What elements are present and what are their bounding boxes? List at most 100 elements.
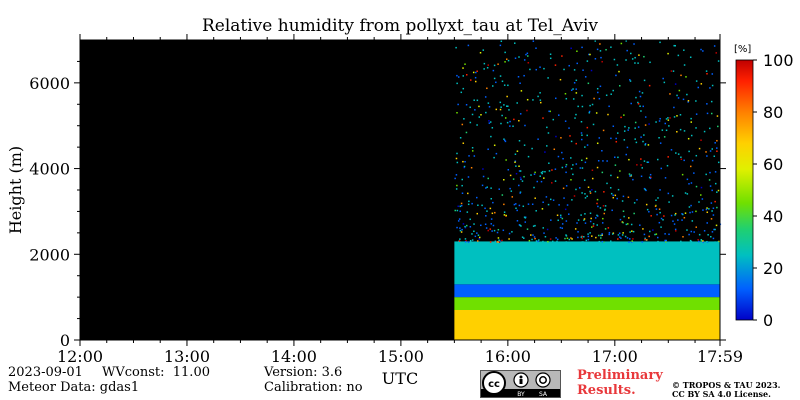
rh-scatter-point bbox=[519, 170, 522, 172]
rh-scatter-point bbox=[462, 87, 465, 90]
rh-scatter-point bbox=[491, 230, 493, 232]
rh-scatter-point bbox=[569, 135, 571, 137]
rh-scatter-point bbox=[695, 154, 698, 157]
rh-scatter-point bbox=[514, 57, 517, 59]
rh-scatter-point bbox=[695, 100, 697, 102]
rh-scatter-point bbox=[601, 234, 604, 236]
rh-scatter-point bbox=[505, 214, 507, 217]
rh-scatter-point bbox=[502, 229, 505, 232]
rh-scatter-point bbox=[708, 179, 711, 181]
rh-scatter-point bbox=[584, 146, 586, 148]
rh-scatter-point bbox=[477, 204, 479, 207]
rh-scatter-point bbox=[687, 137, 690, 140]
rh-scatter-point bbox=[463, 165, 466, 168]
rh-scatter-point bbox=[485, 187, 487, 189]
rh-scatter-point bbox=[487, 177, 489, 180]
rh-scatter-point bbox=[686, 93, 688, 96]
rh-scatter-point bbox=[583, 236, 585, 238]
rh-scatter-point bbox=[589, 104, 591, 107]
rh-scatter-point bbox=[702, 50, 704, 52]
rh-layer bbox=[454, 241, 720, 285]
rh-scatter-point bbox=[584, 197, 587, 199]
rh-scatter-point bbox=[602, 129, 605, 132]
rh-scatter-point bbox=[634, 127, 636, 129]
rh-scatter-point bbox=[655, 208, 658, 210]
rh-scatter-point bbox=[618, 232, 621, 235]
rh-scatter-point bbox=[588, 111, 591, 114]
rh-scatter-point bbox=[637, 62, 639, 64]
rh-scatter-point bbox=[457, 220, 460, 222]
rh-scatter-point bbox=[495, 81, 497, 84]
rh-scatter-point bbox=[601, 60, 603, 63]
rh-scatter-point bbox=[598, 234, 600, 237]
by-text: BY bbox=[517, 391, 525, 397]
rh-scatter-point bbox=[501, 239, 503, 242]
rh-scatter-point bbox=[673, 223, 676, 225]
rh-scatter-point bbox=[587, 186, 590, 188]
rh-scatter-point bbox=[474, 109, 476, 111]
rh-scatter-point bbox=[494, 240, 497, 243]
rh-scatter-point bbox=[547, 203, 550, 206]
rh-scatter-point bbox=[589, 53, 591, 56]
rh-scatter-point bbox=[575, 113, 577, 116]
rh-scatter-point bbox=[565, 234, 567, 236]
rh-scatter-point bbox=[493, 144, 496, 147]
rh-scatter-point bbox=[682, 236, 684, 238]
rh-scatter-point bbox=[519, 113, 522, 115]
rh-scatter-point bbox=[581, 134, 583, 136]
rh-scatter-point bbox=[637, 126, 640, 128]
rh-scatter-point bbox=[458, 240, 461, 242]
rh-scatter-point bbox=[716, 191, 718, 193]
rh-scatter-point bbox=[700, 83, 703, 85]
rh-scatter-point bbox=[527, 203, 530, 205]
rh-scatter-point bbox=[579, 167, 582, 169]
rh-scatter-point bbox=[629, 238, 631, 240]
rh-scatter-point bbox=[600, 237, 602, 239]
rh-scatter-point bbox=[539, 175, 541, 177]
rh-scatter-point bbox=[637, 103, 640, 105]
copyright-text: © TROPOS & TAU 2023. CC BY SA 4.0 Licens… bbox=[672, 380, 781, 399]
rh-scatter-point bbox=[690, 240, 693, 243]
rh-scatter-point bbox=[594, 58, 597, 60]
rh-scatter-point bbox=[667, 117, 669, 119]
rh-scatter-point bbox=[545, 196, 548, 198]
rh-scatter-point bbox=[596, 142, 599, 145]
rh-scatter-point bbox=[464, 226, 467, 229]
rh-scatter-point bbox=[635, 141, 638, 144]
rh-scatter-point bbox=[530, 174, 532, 176]
rh-scatter-point bbox=[499, 44, 502, 47]
rh-scatter-point bbox=[617, 132, 619, 134]
rh-scatter-point bbox=[533, 186, 535, 189]
rh-scatter-point bbox=[515, 172, 518, 175]
rh-scatter-point bbox=[586, 60, 589, 62]
rh-scatter-point bbox=[601, 150, 603, 152]
colorbar-tick-label: 100 bbox=[763, 51, 794, 70]
rh-scatter-point bbox=[470, 166, 473, 169]
rh-scatter-point bbox=[632, 241, 634, 243]
rh-scatter-point bbox=[703, 130, 706, 133]
rh-scatter-point bbox=[698, 233, 701, 236]
rh-scatter-point bbox=[459, 238, 461, 240]
rh-scatter-point bbox=[475, 71, 477, 74]
rh-scatter-point bbox=[614, 164, 617, 166]
rh-scatter-point bbox=[504, 61, 506, 63]
rh-scatter-point bbox=[496, 231, 499, 234]
rh-scatter-point bbox=[503, 179, 505, 181]
rh-scatter-point bbox=[711, 73, 714, 75]
rh-scatter-point bbox=[485, 111, 487, 114]
rh-scatter-point bbox=[657, 240, 659, 243]
rh-scatter-point bbox=[683, 216, 686, 219]
rh-scatter-point bbox=[577, 105, 579, 108]
rh-scatter-point bbox=[486, 87, 488, 90]
rh-scatter-point bbox=[642, 105, 645, 108]
rh-scatter-point bbox=[700, 186, 703, 189]
rh-scatter-point bbox=[706, 222, 708, 224]
rh-scatter-point bbox=[617, 238, 619, 240]
rh-scatter-point bbox=[636, 164, 638, 166]
rh-scatter-point bbox=[461, 192, 464, 195]
rh-scatter-point bbox=[480, 224, 482, 227]
rh-scatter-point bbox=[667, 192, 670, 195]
rh-scatter-point bbox=[703, 230, 706, 232]
rh-scatter-point bbox=[661, 129, 664, 131]
rh-scatter-point bbox=[674, 212, 677, 215]
